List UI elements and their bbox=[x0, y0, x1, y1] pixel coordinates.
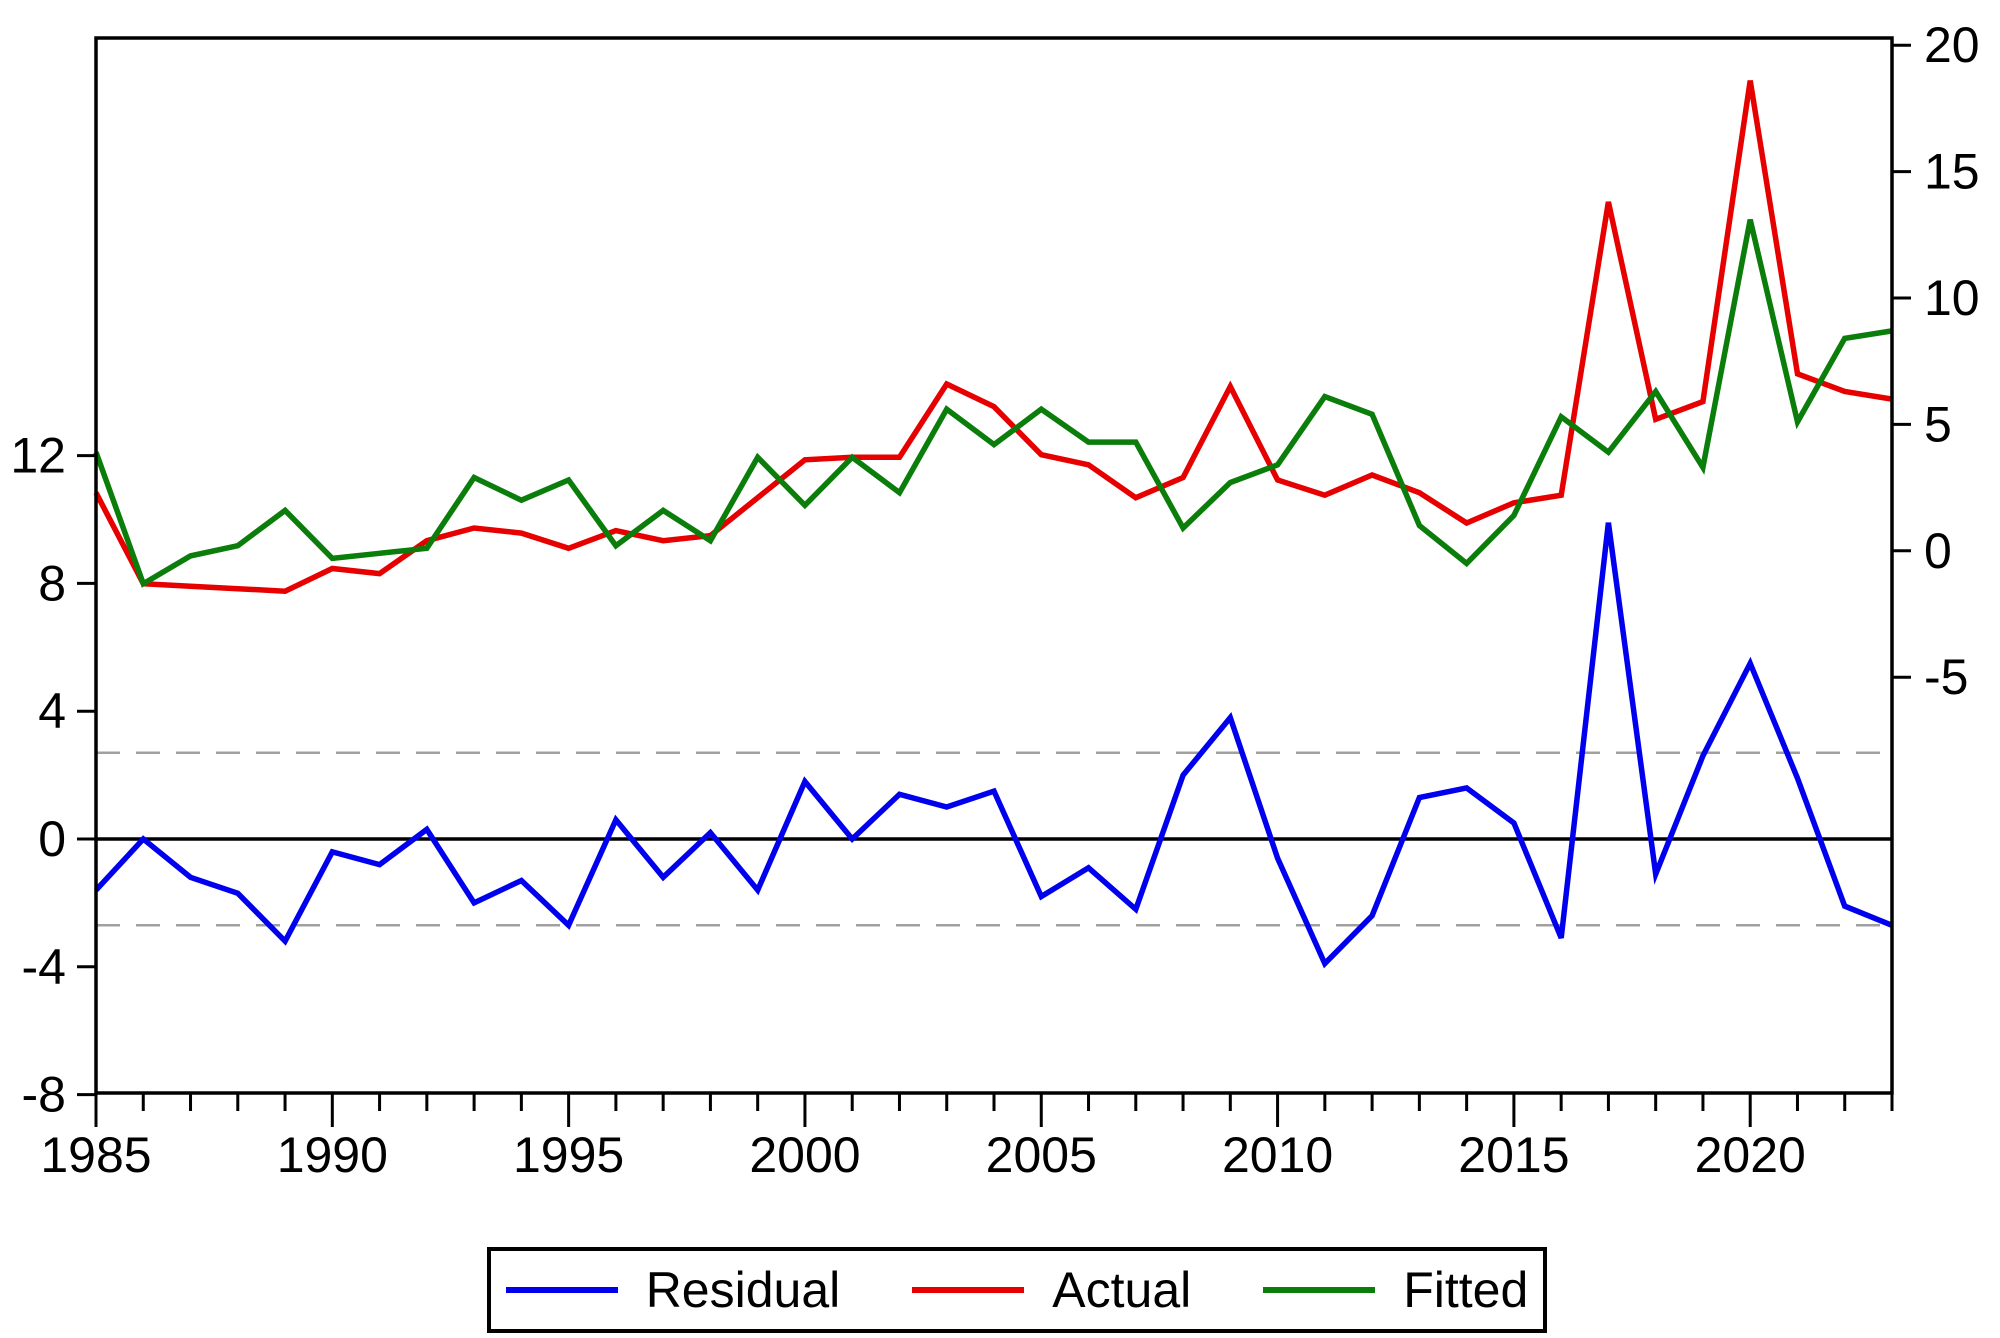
x-axis-year-label: 1985 bbox=[40, 1127, 151, 1183]
y-axis-right-label: 5 bbox=[1924, 396, 1952, 452]
legend: Residual Actual Fitted bbox=[487, 1247, 1547, 1333]
x-axis-year-label: 1995 bbox=[513, 1127, 624, 1183]
plot-border bbox=[94, 36, 1894, 1095]
y-axis-right-label: 0 bbox=[1924, 523, 1952, 579]
legend-label-residual: Residual bbox=[645, 1262, 841, 1318]
residual-series-line bbox=[93, 522, 1894, 969]
y-axis-right-label: 15 bbox=[1924, 144, 1980, 200]
residual-line-swatch bbox=[505, 1287, 618, 1293]
y-axis-left-label: 0 bbox=[38, 811, 66, 867]
y-axis-right-label: 10 bbox=[1924, 270, 1980, 326]
x-axis-year-label: 1990 bbox=[277, 1127, 388, 1183]
x-axis-year-label: 2010 bbox=[1222, 1127, 1333, 1183]
y-axis-right-label: 20 bbox=[1924, 17, 1980, 73]
fitted-line-swatch bbox=[1263, 1287, 1376, 1293]
x-axis-year-label: 2000 bbox=[749, 1127, 860, 1183]
legend-label-actual: Actual bbox=[1052, 1262, 1192, 1318]
x-axis-year-label: 2020 bbox=[1695, 1127, 1806, 1183]
x-axis-year-label: 2005 bbox=[986, 1127, 1097, 1183]
actual-line-swatch bbox=[912, 1287, 1025, 1293]
x-axis-year-label: 2015 bbox=[1458, 1127, 1569, 1183]
fitted-series-line bbox=[93, 218, 1893, 588]
legend-item-residual: Residual bbox=[505, 1261, 841, 1319]
y-axis-left-label: 12 bbox=[10, 428, 66, 484]
y-axis-left-label: 4 bbox=[38, 683, 66, 739]
y-axis-left-label: -8 bbox=[22, 1067, 66, 1123]
y-axis-left-label: 8 bbox=[38, 555, 66, 611]
legend-item-fitted: Fitted bbox=[1263, 1261, 1528, 1319]
y-axis-left-label: -4 bbox=[22, 939, 66, 995]
legend-item-actual: Actual bbox=[912, 1261, 1191, 1319]
y-axis-right-label: -5 bbox=[1924, 649, 1968, 705]
actual-series-line bbox=[93, 80, 1893, 594]
legend-label-fitted: Fitted bbox=[1403, 1262, 1529, 1318]
